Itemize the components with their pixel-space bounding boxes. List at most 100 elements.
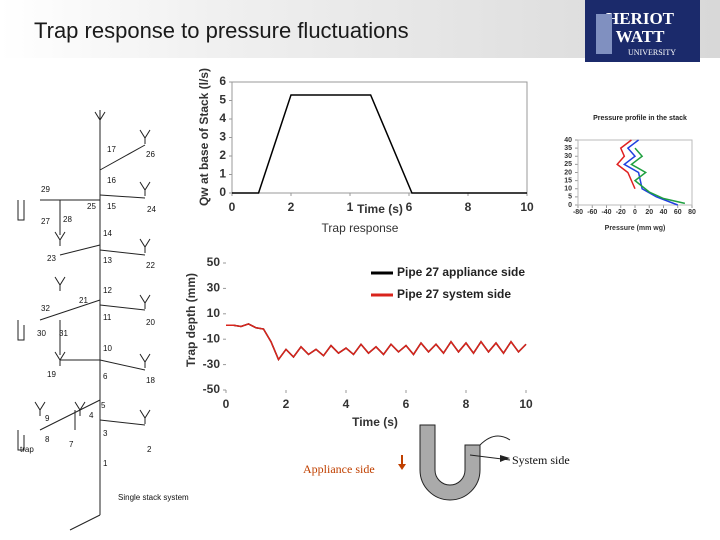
y-axis-title: Trap depth (mm)	[184, 273, 198, 367]
pipe-label: 1	[103, 459, 108, 468]
x-tick-label: 8	[465, 200, 472, 214]
vent	[94, 111, 106, 126]
pipe-label: 28	[63, 215, 72, 224]
y-tick-label: 25	[564, 161, 572, 168]
pipe-label: 26	[146, 150, 155, 159]
pipe-label: 31	[59, 329, 68, 338]
pipe-label: 20	[146, 318, 155, 327]
plot-frame	[577, 139, 693, 206]
pipe-label: trap	[20, 445, 34, 454]
x-tick-label: 2	[283, 397, 290, 411]
slide-title: Trap response to pressure fluctuations	[34, 18, 409, 43]
pipe-label: 9	[45, 414, 50, 423]
logo-text: HERIOT	[606, 9, 675, 28]
logo-crest	[596, 14, 612, 54]
pipe-label: 7	[69, 440, 74, 449]
x-tick-label: 10	[519, 397, 533, 411]
y-tick-label: 10	[564, 186, 572, 193]
data-line	[232, 94, 527, 194]
system-side-label: System side	[512, 453, 570, 467]
pipe-label: 13	[103, 256, 112, 265]
y-axis-title: Qw at base of Stack (l/s)	[197, 68, 211, 206]
x-axis-title: Time (s)	[357, 202, 403, 216]
y-tick-label: 35	[564, 145, 572, 152]
x-tick-label: 20	[645, 209, 653, 216]
pipe-label: 6	[103, 372, 108, 381]
y-tick-label: 0	[568, 202, 572, 209]
vent	[54, 276, 66, 291]
caption: Trap response	[322, 221, 399, 235]
x-tick-label: 0	[229, 200, 236, 214]
pipe-label: 3	[103, 429, 108, 438]
x-axis-title: Time (s)	[352, 415, 398, 429]
y-tick-label: 5	[568, 194, 572, 201]
pipe-label: 18	[146, 376, 155, 385]
x-axis-title: Pressure (mm wg)	[605, 225, 666, 232]
y-tick-label: 40	[564, 137, 572, 144]
x-tick-label: 6	[403, 397, 410, 411]
y-tick-label: 30	[564, 153, 572, 160]
logo-text: UNIVERSITY	[628, 48, 676, 57]
x-tick-label: 4	[343, 397, 350, 411]
data-line	[226, 323, 527, 362]
vent	[139, 294, 151, 309]
y-tick-label: 1	[219, 167, 226, 181]
pipe-label: 4	[89, 411, 94, 420]
logo-text: WATT	[616, 27, 665, 46]
data-line	[616, 139, 636, 190]
data-line	[622, 139, 679, 206]
appliance-side-label: Appliance side	[303, 462, 375, 476]
chart-title: Pressure profile in the stack	[593, 115, 687, 122]
pipe-label: 16	[107, 176, 116, 185]
arrow-head	[398, 464, 406, 470]
diagram-caption: Single stack system	[118, 493, 189, 502]
legend-label: Pipe 27 system side	[397, 287, 511, 301]
x-tick-label: 0	[223, 397, 230, 411]
pipe-label: 19	[47, 370, 56, 379]
pipe-label: 15	[107, 202, 116, 211]
y-tick-label: -10	[203, 331, 221, 345]
pipe-label: 21	[79, 296, 88, 305]
y-tick-label: 2	[219, 148, 226, 162]
x-tick-label: -60	[587, 209, 597, 216]
vent	[54, 231, 66, 246]
pipe-label: 8	[45, 435, 50, 444]
pipe-label: 24	[147, 205, 156, 214]
pipe-label: 32	[41, 304, 50, 313]
y-tick-label: 10	[207, 306, 221, 320]
x-tick-label: 80	[688, 209, 696, 216]
y-tick-label: 3	[219, 130, 226, 144]
y-tick-label: 0	[219, 185, 226, 199]
pipe-label: 30	[37, 329, 46, 338]
y-tick-label: -30	[203, 357, 221, 371]
x-tick-label: 8	[463, 397, 470, 411]
y-tick-label: 15	[564, 177, 572, 184]
x-tick-label: -20	[616, 209, 626, 216]
x-tick-label: 6	[406, 200, 413, 214]
pipe-label: 12	[103, 286, 112, 295]
pipe-label: 27	[41, 217, 50, 226]
x-tick-label: 0	[633, 209, 637, 216]
pipe-label: 14	[103, 229, 112, 238]
arrow-head	[500, 455, 510, 462]
pipe-label: 10	[103, 344, 112, 353]
data-line	[630, 147, 686, 205]
y-tick-label: 4	[219, 111, 226, 125]
x-tick-label: 60	[674, 209, 682, 216]
vent	[54, 351, 66, 366]
trap-diagram	[398, 424, 511, 501]
x-tick-label: 2	[288, 200, 295, 214]
vent	[139, 409, 151, 424]
pipe-label: 25	[87, 202, 96, 211]
y-tick-label: 5	[219, 93, 226, 107]
y-tick-label: -50	[203, 382, 221, 396]
x-tick-label: 1	[347, 200, 354, 214]
pipe-label: 5	[101, 401, 106, 410]
pipe-label: 17	[107, 145, 116, 154]
x-tick-label: -80	[573, 209, 583, 216]
y-tick-label: 30	[207, 281, 221, 295]
y-tick-label: 6	[219, 74, 226, 88]
y-tick-label: 20	[564, 169, 572, 176]
vent	[34, 401, 46, 416]
